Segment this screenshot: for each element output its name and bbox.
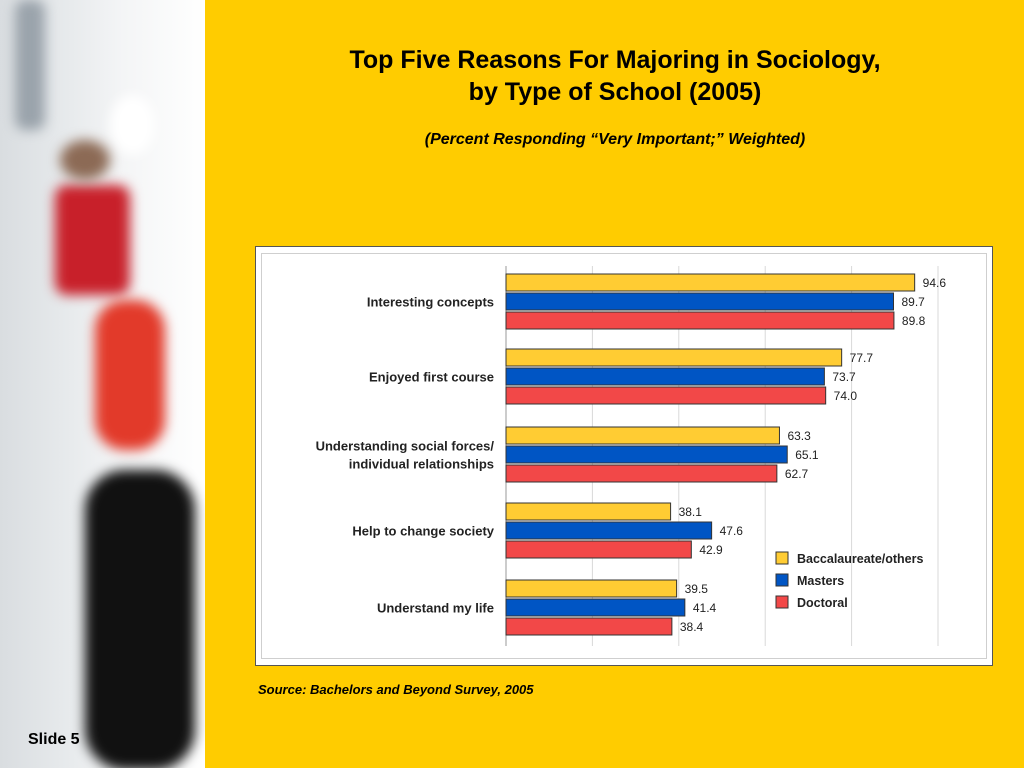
data-label: 89.7 bbox=[902, 295, 926, 309]
bar bbox=[505, 617, 673, 636]
legend-swatch bbox=[775, 595, 789, 609]
data-label: 94.6 bbox=[923, 276, 947, 290]
bar bbox=[505, 367, 825, 386]
page-subtitle: (Percent Responding “Very Important;” We… bbox=[424, 131, 806, 148]
data-label: 65.1 bbox=[795, 448, 819, 462]
source-note: Source: Bachelors and Beyond Survey, 200… bbox=[258, 682, 534, 697]
bar bbox=[505, 426, 780, 445]
page-title: Top Five Reasons For Majoring in Sociolo… bbox=[225, 44, 1005, 108]
slide-number: Slide 5 bbox=[28, 731, 80, 748]
bar bbox=[505, 386, 827, 405]
bar bbox=[505, 502, 672, 521]
bar bbox=[505, 273, 916, 292]
data-label: 89.8 bbox=[902, 314, 926, 328]
photo-blur-dark-figure bbox=[85, 470, 195, 768]
title-line-2: by Type of School (2005) bbox=[468, 78, 762, 106]
bar bbox=[505, 464, 778, 483]
bar bbox=[505, 540, 692, 559]
bar bbox=[505, 445, 788, 464]
legend-swatch bbox=[775, 573, 789, 587]
photo-blur-red-dress bbox=[95, 300, 165, 450]
category-label: individual relationships bbox=[349, 457, 494, 472]
bar-chart: Interesting concepts 94.6 89.7 89.8 Enjoyed … bbox=[316, 266, 947, 646]
title-line-1: Top Five Reasons For Majoring in Sociolo… bbox=[349, 46, 881, 74]
bar bbox=[505, 348, 843, 367]
photo-blur-grey-figure bbox=[15, 0, 45, 130]
data-label: 47.6 bbox=[720, 524, 744, 538]
data-label: 38.1 bbox=[679, 505, 703, 519]
photo-blur-white-shape bbox=[110, 95, 155, 155]
chart-frame: Interesting concepts 94.6 89.7 89.8 Enjoyed … bbox=[255, 246, 993, 666]
data-label: 73.7 bbox=[832, 370, 856, 384]
category-label: Understanding social forces/ bbox=[316, 439, 495, 454]
photo-blur-brown-shape bbox=[60, 140, 110, 180]
data-label: 63.3 bbox=[787, 429, 811, 443]
data-label: 74.0 bbox=[834, 389, 858, 403]
background-photo bbox=[0, 0, 205, 768]
legend-label: Doctoral bbox=[797, 596, 848, 610]
legend-label: Masters bbox=[797, 574, 844, 588]
category-label: Enjoyed first course bbox=[369, 370, 494, 385]
data-label: 39.5 bbox=[685, 582, 709, 596]
category-label: Understand my life bbox=[377, 601, 494, 616]
data-label: 38.4 bbox=[680, 620, 704, 634]
data-label: 77.7 bbox=[850, 351, 874, 365]
bar bbox=[505, 311, 895, 330]
bar bbox=[505, 598, 686, 617]
bar bbox=[505, 292, 895, 311]
data-label: 41.4 bbox=[693, 601, 717, 615]
data-label: 42.9 bbox=[699, 543, 723, 557]
chart-panel: Interesting concepts 94.6 89.7 89.8 Enjoyed … bbox=[261, 253, 987, 659]
bar bbox=[505, 521, 713, 540]
legend-label: Baccalaureate/others bbox=[797, 552, 924, 566]
category-label: Interesting concepts bbox=[367, 295, 494, 310]
category-label: Help to change society bbox=[352, 524, 494, 539]
bar bbox=[505, 579, 678, 598]
legend-swatch bbox=[775, 551, 789, 565]
data-label: 62.7 bbox=[785, 467, 809, 481]
photo-blur-red-bag bbox=[55, 185, 130, 295]
